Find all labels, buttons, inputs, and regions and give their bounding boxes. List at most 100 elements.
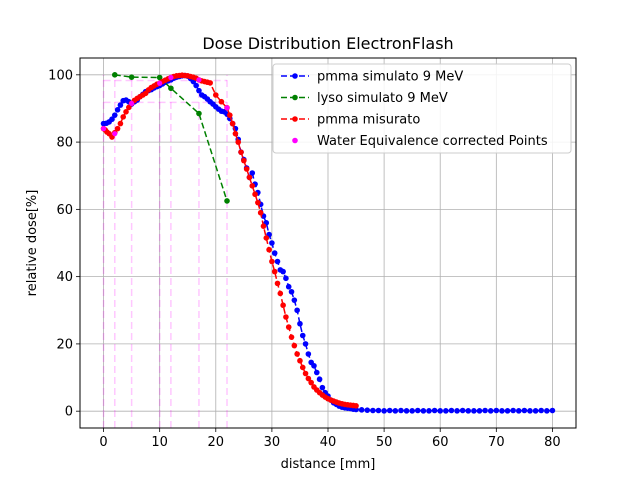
- data-point: [515, 408, 522, 414]
- data-point: [532, 408, 539, 414]
- data-point: [414, 407, 421, 414]
- data-point: [114, 125, 121, 132]
- data-point: [207, 80, 213, 86]
- data-point: [544, 408, 550, 414]
- legend: pmma simulato 9 MeV lyso simulato 9 MeV pm…: [272, 63, 572, 154]
- data-point: [257, 209, 264, 216]
- data-point: [370, 407, 376, 414]
- data-point: [246, 174, 253, 181]
- chart-title: Dose Distribution ElectronFlash: [202, 34, 453, 53]
- legend-entry: Water Equivalence corrected Points: [292, 134, 548, 149]
- data-point: [243, 166, 250, 172]
- data-point: [398, 407, 404, 414]
- legend-marker: [292, 137, 298, 144]
- data-point: [269, 258, 275, 265]
- y-tick-label: 60: [56, 203, 73, 218]
- data-point: [471, 408, 477, 414]
- data-point: [260, 223, 267, 229]
- data-point: [196, 87, 202, 94]
- data-point: [305, 375, 312, 382]
- data-point: [465, 408, 472, 414]
- data-point: [510, 407, 516, 414]
- legend-label: lyso simulato 9 MeV: [317, 91, 448, 106]
- data-point: [238, 149, 244, 155]
- y-tick-label: 80: [56, 136, 73, 151]
- data-point: [255, 199, 261, 206]
- y-tick-label: 40: [56, 270, 73, 285]
- data-point: [285, 324, 292, 330]
- y-tick-label: 100: [48, 68, 73, 83]
- data-point: [129, 100, 135, 107]
- series-line: [114, 74, 228, 202]
- x-tick-label: 0: [99, 435, 107, 450]
- data-point: [232, 130, 239, 137]
- legend-label: pmma misurato: [317, 113, 420, 128]
- data-point: [280, 302, 286, 309]
- data-point: [313, 369, 320, 376]
- series-layer: [100, 72, 556, 414]
- data-point: [476, 408, 483, 414]
- data-point: [168, 85, 174, 92]
- x-tick-label: 50: [376, 435, 393, 450]
- ticks: 0 10 20 30 40 50 60 70 80 0 20 40 60 80 100: [48, 68, 561, 450]
- data-point: [266, 246, 272, 253]
- data-point: [538, 407, 545, 414]
- data-point: [499, 408, 505, 414]
- data-point: [291, 342, 298, 349]
- data-point: [227, 112, 233, 118]
- data-point: [271, 268, 278, 275]
- data-point: [420, 408, 427, 414]
- data-point: [283, 314, 289, 320]
- data-point: [283, 275, 289, 282]
- data-point: [109, 116, 115, 123]
- legend-label: pmma simulato 9 MeV: [317, 70, 463, 85]
- data-point: [358, 407, 365, 413]
- data-point: [288, 288, 295, 295]
- data-point: [271, 250, 278, 256]
- legend-marker: [292, 116, 298, 122]
- data-point: [353, 403, 359, 409]
- y-tick-label: 20: [56, 337, 73, 352]
- data-point: [224, 105, 230, 111]
- data-point: [196, 77, 202, 83]
- data-point: [224, 198, 230, 204]
- data-point: [193, 82, 199, 89]
- data-point: [120, 114, 127, 120]
- data-point: [285, 283, 292, 290]
- data-point: [269, 240, 275, 246]
- data-point: [311, 362, 317, 369]
- legend-label: Water Equivalence corrected Points: [317, 134, 548, 149]
- data-point: [431, 407, 438, 414]
- series-water-equivalence: [100, 74, 230, 137]
- data-point: [426, 408, 432, 414]
- data-point: [302, 370, 309, 377]
- data-point: [212, 92, 219, 98]
- data-point: [454, 408, 460, 414]
- series-lyso-simulato: [111, 72, 230, 204]
- data-point: [364, 407, 371, 413]
- data-point: [302, 341, 309, 347]
- data-point: [493, 407, 500, 414]
- data-point: [527, 408, 533, 414]
- legend-entry: lyso simulato 9 MeV: [281, 91, 448, 106]
- x-axis-label: distance [mm]: [281, 457, 376, 472]
- data-point: [100, 126, 107, 132]
- data-point: [459, 407, 466, 414]
- x-tick-label: 70: [488, 435, 505, 450]
- data-point: [409, 408, 415, 414]
- legend-marker: [292, 73, 298, 79]
- data-point: [437, 408, 444, 414]
- data-point: [156, 74, 163, 81]
- y-tick-label: 0: [65, 405, 73, 420]
- x-tick-label: 10: [151, 435, 168, 450]
- data-point: [229, 120, 236, 127]
- data-point: [123, 109, 129, 115]
- x-tick-label: 30: [264, 435, 281, 450]
- data-point: [299, 332, 306, 339]
- data-point: [117, 102, 124, 108]
- x-tick-label: 60: [432, 435, 449, 450]
- data-point: [274, 258, 281, 265]
- x-tick-label: 40: [320, 435, 337, 450]
- data-point: [294, 351, 300, 357]
